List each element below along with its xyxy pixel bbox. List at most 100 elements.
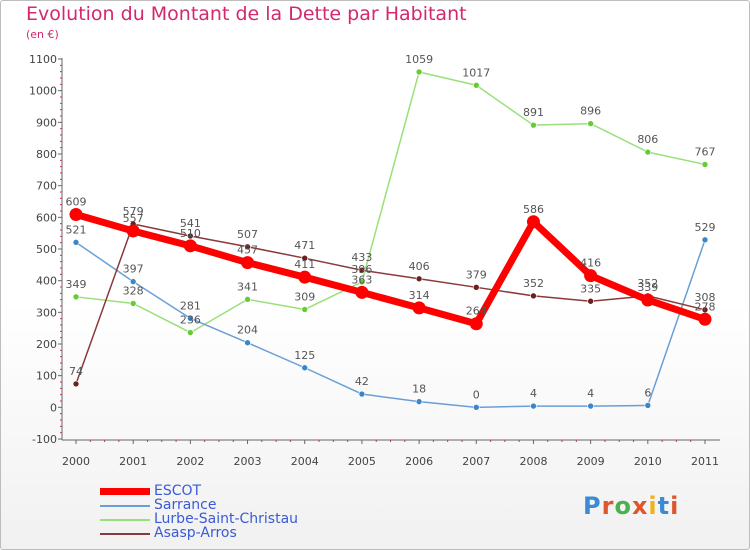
data-point	[187, 329, 194, 336]
series-line	[72, 210, 709, 328]
data-label: 204	[237, 324, 258, 337]
data-point	[469, 317, 483, 331]
data-label: 352	[523, 277, 544, 290]
x-tick-label: 2005	[348, 455, 376, 468]
data-label: 457	[237, 244, 258, 257]
data-label: 767	[695, 145, 716, 158]
data-label: 125	[294, 349, 315, 362]
data-point	[415, 275, 423, 283]
data-label: 541	[180, 217, 201, 230]
data-label: 891	[523, 106, 544, 119]
y-tick-label: 1100	[29, 53, 57, 66]
y-tick-label: 1000	[29, 85, 57, 98]
data-point	[301, 254, 309, 262]
data-point	[415, 68, 423, 76]
legend-label: ESCOT	[154, 483, 202, 499]
x-tick-label: 2001	[119, 455, 147, 468]
legend-label: Asasp-Arros	[154, 525, 237, 541]
data-label: 314	[409, 289, 430, 302]
data-label: 6	[644, 386, 651, 399]
x-tick-label: 2003	[234, 455, 262, 468]
data-label: 18	[412, 383, 426, 396]
data-point	[358, 266, 366, 274]
y-tick-label: 100	[36, 370, 57, 383]
logo-letter: o	[614, 492, 632, 520]
legend-swatch	[100, 505, 150, 507]
data-point	[244, 296, 251, 303]
data-point	[415, 398, 423, 405]
data-label: 507	[237, 228, 258, 241]
logo-letter: x	[631, 492, 649, 520]
data-label: 309	[294, 290, 315, 303]
data-point	[644, 402, 652, 409]
chart-subtitle: (en €)	[26, 28, 59, 41]
data-label: 471	[294, 239, 315, 252]
data-point	[358, 278, 366, 286]
data-label: 352	[637, 277, 658, 290]
data-point	[530, 402, 537, 410]
data-point	[641, 293, 655, 307]
data-label: 339	[637, 281, 658, 294]
data-point	[301, 364, 309, 372]
y-tick-label: 300	[36, 306, 57, 319]
data-label: 363	[351, 273, 372, 286]
data-label: 0	[473, 388, 480, 401]
x-tick-label: 2007	[462, 455, 490, 468]
data-point	[472, 404, 480, 411]
data-point	[472, 81, 480, 89]
data-label: 1059	[405, 53, 433, 66]
legend-label: Lurbe-Saint-Christau	[154, 511, 299, 527]
data-label: 896	[580, 105, 601, 118]
proxiti-logo: Proxiti	[583, 492, 679, 520]
data-point	[526, 215, 540, 229]
data-point	[584, 269, 598, 283]
data-point	[72, 293, 80, 301]
legend-swatch	[100, 533, 150, 535]
x-tick-label: 2011	[691, 455, 719, 468]
data-label: 328	[123, 284, 144, 297]
data-point	[129, 300, 137, 307]
x-tick-label: 2009	[577, 455, 605, 468]
series-line	[75, 71, 706, 334]
data-point	[587, 120, 594, 127]
data-point	[298, 270, 312, 284]
data-label: 433	[351, 251, 372, 264]
data-point	[355, 285, 369, 299]
y-tick-label: -100	[32, 433, 57, 446]
x-tick-label: 2006	[405, 455, 433, 468]
x-tick-label: 2008	[519, 455, 547, 468]
data-label: 1017	[462, 66, 490, 79]
x-tick-label: 2000	[62, 455, 90, 468]
data-label: 4	[587, 387, 594, 400]
data-label: 579	[123, 205, 144, 218]
legend-swatch	[100, 519, 150, 521]
data-point	[301, 306, 309, 313]
data-point	[244, 339, 251, 347]
data-point	[72, 380, 80, 388]
x-tick-label: 2002	[176, 455, 204, 468]
logo-letter: i	[670, 492, 680, 520]
data-point	[69, 207, 83, 221]
logo-letter: i	[648, 492, 658, 520]
series-line	[75, 223, 706, 385]
data-point	[698, 312, 712, 326]
logo-letter: P	[583, 492, 602, 520]
data-point	[644, 148, 652, 156]
y-tick-label: 200	[36, 338, 57, 351]
chart-title: Evolution du Montant de la Dette par Hab…	[26, 3, 467, 25]
data-label: 586	[523, 203, 544, 216]
y-tick-label: 600	[36, 211, 57, 224]
legend-swatch	[100, 488, 150, 495]
data-label: 281	[180, 299, 201, 312]
data-label: 557	[123, 212, 144, 225]
data-label: 341	[237, 280, 258, 293]
x-tick-label: 2010	[634, 455, 662, 468]
data-label: 335	[580, 282, 601, 295]
y-tick-label: 0	[50, 401, 57, 414]
data-point	[72, 239, 80, 246]
data-point	[701, 236, 709, 244]
data-point	[701, 161, 709, 168]
data-label: 349	[66, 278, 87, 291]
